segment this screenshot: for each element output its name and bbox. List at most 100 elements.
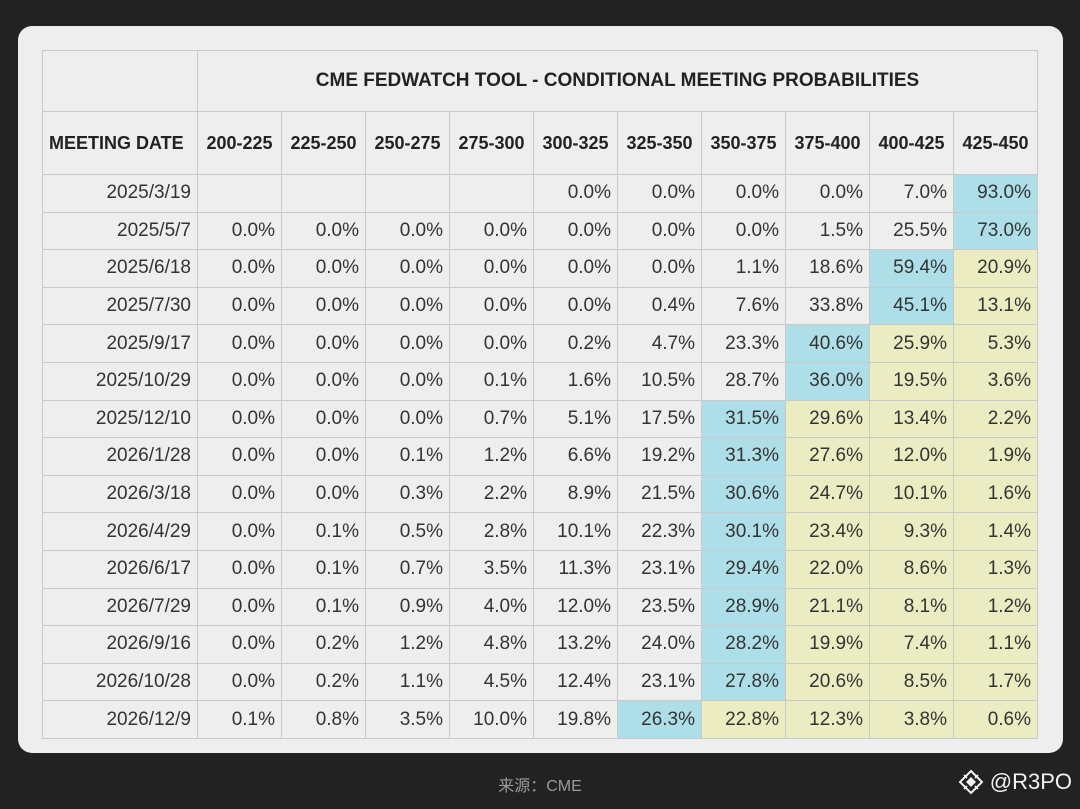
meeting-date-cell: 2026/4/29 <box>42 512 198 551</box>
probability-cell: 0.0% <box>365 211 450 251</box>
probability-cell: 20.6% <box>785 662 870 702</box>
probability-cell: 29.4% <box>701 549 786 589</box>
probability-cell: 0.0% <box>197 399 282 439</box>
probability-cell: 8.1% <box>869 587 954 627</box>
probability-cell <box>365 174 450 213</box>
rate-range-header: 300-325 <box>533 111 618 175</box>
probability-cell: 19.8% <box>533 700 618 739</box>
meeting-date-cell: 2025/7/30 <box>42 286 198 326</box>
table-row: 2025/10/29 0.0% 0.0% 0.0% 0.1% 1.6% 10.5% 28.7%… <box>42 361 1038 401</box>
probability-cell: 28.2% <box>701 625 786 664</box>
probability-cell: 0.7% <box>365 549 450 589</box>
table-row: 2025/5/7 0.0% 0.0% 0.0% 0.0% 0.0% 0.0% 0.0% 1.5%… <box>42 211 1038 251</box>
fedwatch-table: CME FEDWATCH TOOL - CONDITIONAL MEETING … <box>42 50 1038 739</box>
probability-cell: 28.7% <box>701 361 786 401</box>
meeting-date-cell: 2026/9/16 <box>42 625 198 664</box>
probability-cell: 7.4% <box>869 625 954 664</box>
probability-cell: 36.0% <box>785 361 870 401</box>
table-card: CME FEDWATCH TOOL - CONDITIONAL MEETING … <box>18 26 1063 753</box>
rate-range-header: 225-250 <box>281 111 366 175</box>
rate-range-header: 275-300 <box>449 111 534 175</box>
meeting-date-cell: 2025/6/18 <box>42 249 198 288</box>
probability-cell: 3.5% <box>449 549 534 589</box>
probability-cell: 23.3% <box>701 324 786 363</box>
probability-cell: 27.6% <box>785 437 870 476</box>
probability-cell: 0.0% <box>281 286 366 326</box>
probability-cell: 0.0% <box>197 512 282 551</box>
rate-range-header: 250-275 <box>365 111 450 175</box>
rate-range-header: 350-375 <box>701 111 786 175</box>
probability-cell: 0.0% <box>365 361 450 401</box>
probability-cell: 3.6% <box>953 361 1038 401</box>
table-row: 2025/3/19 0.0% 0.0% 0.0% 0.0% 7.0% 93.0% <box>42 174 1038 213</box>
probability-cell: 0.0% <box>281 399 366 439</box>
probability-cell: 0.0% <box>197 625 282 664</box>
probability-cell: 10.5% <box>617 361 702 401</box>
probability-cell: 0.0% <box>197 361 282 401</box>
probability-cell: 4.7% <box>617 324 702 363</box>
watermark: @R3PO <box>958 769 1072 795</box>
probability-cell: 0.0% <box>617 174 702 213</box>
meeting-date-cell: 2026/3/18 <box>42 474 198 514</box>
probability-cell: 7.0% <box>869 174 954 213</box>
probability-cell: 17.5% <box>617 399 702 439</box>
table-row: 2026/1/28 0.0% 0.0% 0.1% 1.2% 6.6% 19.2% 31.3% 2… <box>42 437 1038 476</box>
meeting-date-cell: 2026/7/29 <box>42 587 198 627</box>
probability-cell: 31.5% <box>701 399 786 439</box>
table-row: 2026/9/16 0.0% 0.2% 1.2% 4.8% 13.2% 24.0% 28.2%… <box>42 625 1038 664</box>
probability-cell: 23.1% <box>617 662 702 702</box>
probability-cell: 22.8% <box>701 700 786 739</box>
probability-cell: 40.6% <box>785 324 870 363</box>
rate-range-header: 375-400 <box>785 111 870 175</box>
table-row: 2026/3/18 0.0% 0.0% 0.3% 2.2% 8.9% 21.5% 30.6% 2… <box>42 474 1038 514</box>
probability-cell: 10.1% <box>869 474 954 514</box>
probability-cell: 19.2% <box>617 437 702 476</box>
probability-cell: 0.0% <box>449 249 534 288</box>
probability-cell: 6.6% <box>533 437 618 476</box>
probability-cell <box>281 174 366 213</box>
probability-cell: 45.1% <box>869 286 954 326</box>
probability-cell: 11.3% <box>533 549 618 589</box>
probability-cell: 31.3% <box>701 437 786 476</box>
probability-cell <box>197 174 282 213</box>
probability-cell: 4.8% <box>449 625 534 664</box>
probability-cell: 10.1% <box>533 512 618 551</box>
header-row: MEETING DATE 200-225 225-250 250-275 275-30… <box>42 111 1038 175</box>
probability-cell: 22.3% <box>617 512 702 551</box>
probability-cell: 0.0% <box>281 324 366 363</box>
probability-cell: 13.1% <box>953 286 1038 326</box>
probability-cell: 19.5% <box>869 361 954 401</box>
probability-cell: 27.8% <box>701 662 786 702</box>
probability-cell: 30.1% <box>701 512 786 551</box>
probability-cell: 29.6% <box>785 399 870 439</box>
meeting-date-cell: 2026/12/9 <box>42 700 198 739</box>
probability-cell: 0.2% <box>533 324 618 363</box>
probability-cell: 5.3% <box>953 324 1038 363</box>
probability-cell: 0.6% <box>953 700 1038 739</box>
probability-cell: 21.1% <box>785 587 870 627</box>
probability-cell: 12.3% <box>785 700 870 739</box>
table-row: 2026/7/29 0.0% 0.1% 0.9% 4.0% 12.0% 23.5% 28.9%… <box>42 587 1038 627</box>
meeting-date-cell: 2025/10/29 <box>42 361 198 401</box>
probability-cell: 0.0% <box>197 549 282 589</box>
probability-cell: 0.1% <box>197 700 282 739</box>
probability-cell: 73.0% <box>953 211 1038 251</box>
rate-range-header: 325-350 <box>617 111 702 175</box>
probability-cell: 0.7% <box>449 399 534 439</box>
probability-cell: 1.2% <box>449 437 534 476</box>
probability-cell: 0.0% <box>197 474 282 514</box>
probability-cell: 9.3% <box>869 512 954 551</box>
rate-range-header: 400-425 <box>869 111 954 175</box>
probability-cell: 0.1% <box>365 437 450 476</box>
probability-cell: 18.6% <box>785 249 870 288</box>
probability-cell: 0.0% <box>365 399 450 439</box>
probability-cell: 1.1% <box>365 662 450 702</box>
probability-cell: 0.0% <box>365 249 450 288</box>
probability-cell: 4.5% <box>449 662 534 702</box>
meeting-date-header: MEETING DATE <box>42 111 198 175</box>
probability-cell: 10.0% <box>449 700 534 739</box>
probability-cell: 26.3% <box>617 700 702 739</box>
probability-cell: 4.0% <box>449 587 534 627</box>
probability-cell: 0.2% <box>281 662 366 702</box>
probability-cell: 0.0% <box>197 662 282 702</box>
